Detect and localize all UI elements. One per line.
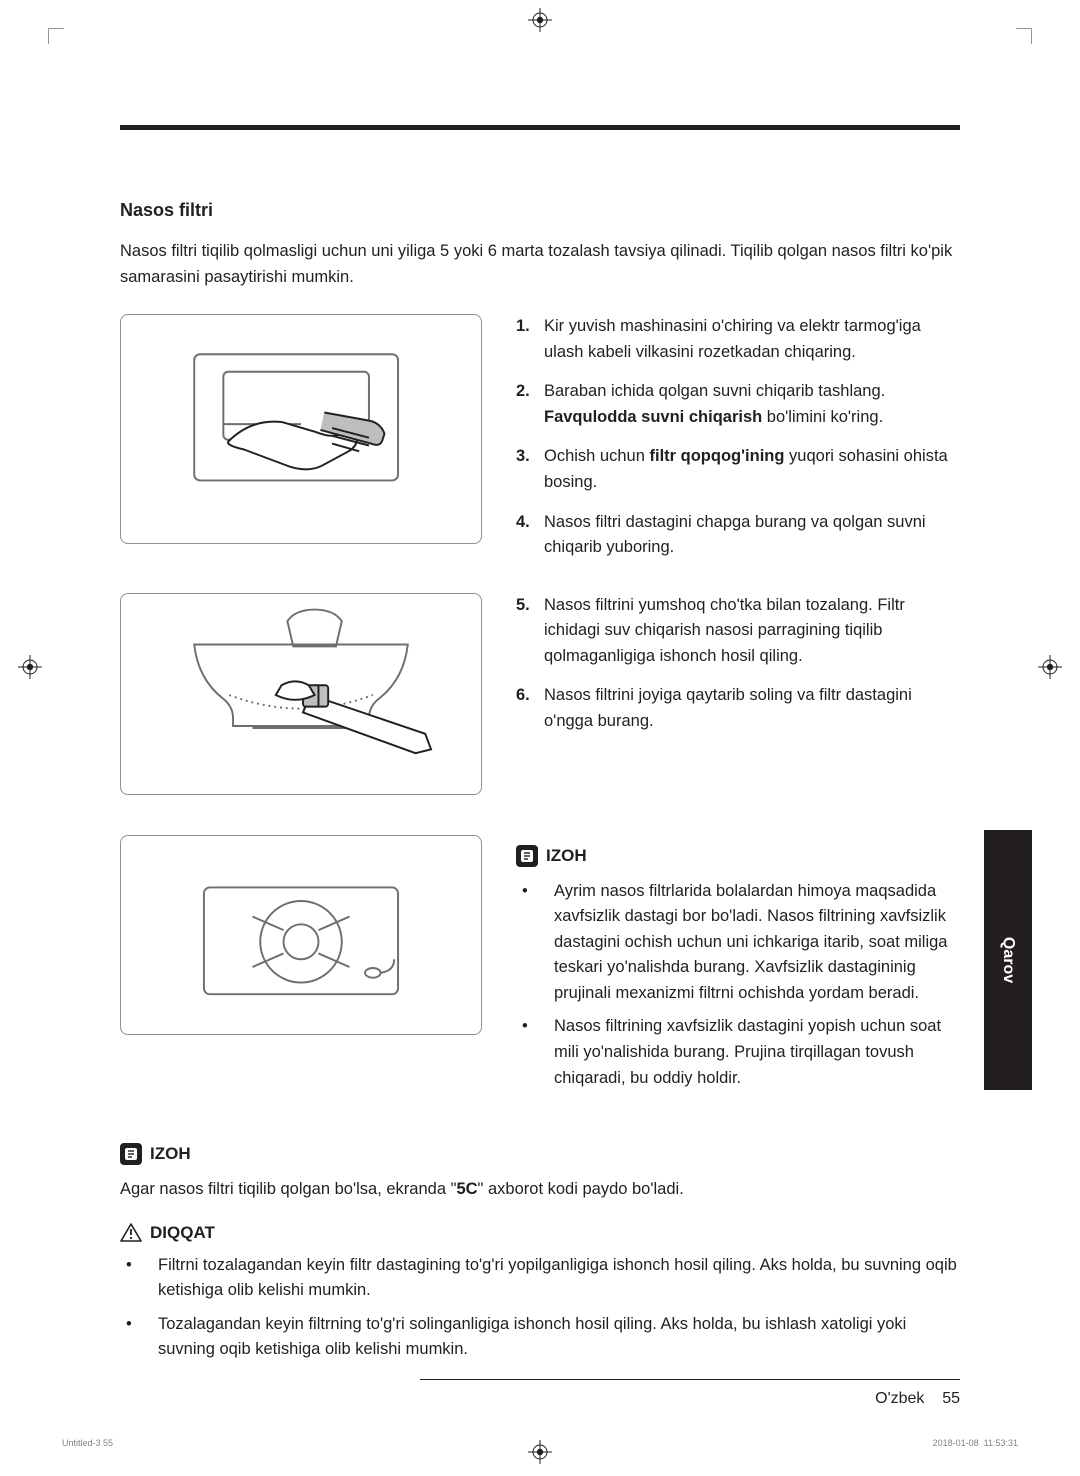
illustration-clean-brush <box>120 593 482 795</box>
print-meta-left: Untitled-3 55 <box>62 1438 113 1448</box>
intro-paragraph: Nasos filtri tiqilib qolmasligi uchun un… <box>120 239 960 290</box>
footer-language: O'zbek <box>875 1390 924 1407</box>
step-3: 3.Ochish uchun filtr qopqog'ining yuqori… <box>516 444 960 495</box>
row-2: 5.Nasos filtrini yumshoq cho'tka bilan t… <box>120 593 960 817</box>
steps-list-a: 1.Kir yuvish mashinasini o'chiring va el… <box>516 314 960 561</box>
note-label: IZOH <box>150 1144 191 1164</box>
steps-list-b: 5.Nasos filtrini yumshoq cho'tka bilan t… <box>516 593 960 735</box>
crop-mark-tr <box>1016 28 1032 44</box>
registration-mark-left <box>18 655 42 679</box>
illustration-safety-knob <box>120 835 482 1035</box>
registration-mark-right <box>1038 655 1062 679</box>
step-1: 1.Kir yuvish mashinasini o'chiring va el… <box>516 314 960 365</box>
side-tab: Qarov <box>984 830 1032 1090</box>
note-d-text: Agar nasos filtri tiqilib qolgan bo'lsa,… <box>120 1177 960 1203</box>
header-bar <box>120 60 960 130</box>
illustration-filter-cover <box>120 314 482 544</box>
registration-mark-top <box>528 8 552 32</box>
step-6: 6.Nasos filtrini joyiga qaytarib soling … <box>516 683 960 734</box>
note-icon <box>516 845 538 867</box>
note-icon <box>120 1143 142 1165</box>
caution-label: DIQQAT <box>150 1223 215 1243</box>
section-heading: Nasos filtri <box>120 200 960 221</box>
step-5: 5.Nasos filtrini yumshoq cho'tka bilan t… <box>516 593 960 670</box>
row-3: IZOH Ayrim nasos filtrlarida bolalardan … <box>120 835 960 1100</box>
note-heading-c: IZOH <box>516 845 960 867</box>
note-c-2: Nasos filtrining xavfsizlik dastagini yo… <box>516 1014 960 1091</box>
footer-page-number: 55 <box>942 1390 960 1407</box>
note-c-1: Ayrim nasos filtrlarida bolalardan himoy… <box>516 879 960 1007</box>
caution-heading: DIQQAT <box>120 1223 960 1243</box>
note-label: IZOH <box>546 846 587 866</box>
registration-mark-bottom <box>528 1440 552 1464</box>
caution-2: Tozalagandan keyin filtrning to'g'ri sol… <box>120 1312 960 1363</box>
side-tab-label: Qarov <box>999 937 1017 983</box>
note-c-list: Ayrim nasos filtrlarida bolalardan himoy… <box>516 879 960 1092</box>
page-footer: O'zbek 55 <box>420 1379 960 1408</box>
step-4: 4.Nasos filtri dastagini chapga burang v… <box>516 510 960 561</box>
caution-1: Filtrni tozalagandan keyin filtr dastagi… <box>120 1253 960 1304</box>
warning-icon <box>120 1223 142 1242</box>
note-heading-d: IZOH <box>120 1143 960 1165</box>
print-meta-right: 2018-01-08 ﻿ 11:53:31 <box>933 1438 1018 1448</box>
caution-list: Filtrni tozalagandan keyin filtr dastagi… <box>120 1253 960 1371</box>
step-2: 2.Baraban ichida qolgan suvni chiqarib t… <box>516 379 960 430</box>
crop-mark-tl <box>48 28 64 44</box>
row-1: 1.Kir yuvish mashinasini o'chiring va el… <box>120 314 960 575</box>
page-content: Nasos filtri Nasos filtri tiqilib qolmas… <box>120 60 960 1386</box>
